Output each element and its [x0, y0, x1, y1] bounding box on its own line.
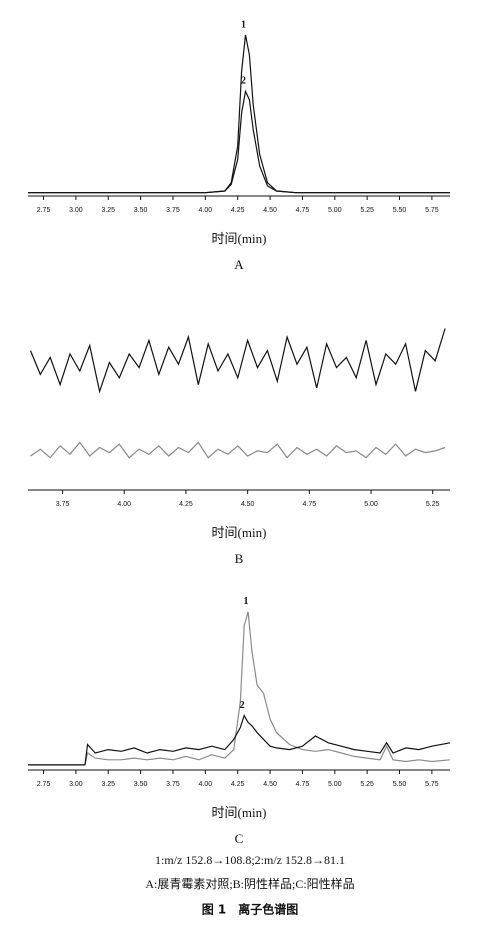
- trace: [28, 34, 450, 194]
- x-tick-label: 5.50: [393, 207, 407, 214]
- x-tick-label: 4.75: [296, 207, 310, 214]
- trace: [28, 89, 450, 194]
- x-tick-label: 3.25: [101, 207, 115, 214]
- x-tick-label: 4.50: [263, 781, 277, 788]
- x-tick-label: 5.00: [364, 501, 378, 508]
- trace: [29, 328, 446, 394]
- x-tick-label: 5.00: [328, 781, 342, 788]
- x-tick-label: 5.25: [360, 781, 374, 788]
- x-tick-label: 4.25: [231, 781, 245, 788]
- panel-label: B: [235, 551, 244, 566]
- x-tick-label: 4.00: [117, 501, 131, 508]
- caption: A:展青霉素对照;B:阴性样品;C:阳性样品: [145, 876, 354, 891]
- panel-label: C: [235, 831, 244, 846]
- x-tick-label: 3.25: [101, 781, 115, 788]
- figure-title: 图 1 离子色谱图: [202, 902, 299, 917]
- x-tick-label: 4.00: [199, 207, 213, 214]
- trace: [28, 714, 451, 766]
- caption: 1:m/z 152.8→108.8;2:m/z 152.8→81.1: [155, 853, 345, 867]
- x-tick-label: 3.00: [69, 207, 83, 214]
- trace: [28, 611, 451, 766]
- x-tick-label: 5.75: [425, 207, 439, 214]
- peak-label: 2: [240, 700, 245, 711]
- x-tick-label: 4.50: [263, 207, 277, 214]
- x-tick-label: 2.75: [37, 207, 51, 214]
- x-tick-label: 4.25: [231, 207, 245, 214]
- x-tick-label: 3.00: [69, 781, 83, 788]
- x-tick-label: 3.50: [134, 781, 148, 788]
- x-tick-label: 4.50: [241, 501, 255, 508]
- x-tick-label: 4.75: [296, 781, 310, 788]
- x-tick-label: 5.50: [393, 781, 407, 788]
- x-axis-label: 时间(min): [212, 805, 267, 820]
- x-tick-label: 5.25: [426, 501, 440, 508]
- trace: [30, 441, 446, 459]
- x-tick-label: 4.25: [179, 501, 193, 508]
- panel-label: A: [234, 257, 244, 272]
- x-tick-label: 3.75: [56, 501, 70, 508]
- x-tick-label: 3.75: [166, 781, 180, 788]
- peak-label: 1: [241, 19, 246, 30]
- x-tick-label: 3.50: [134, 207, 148, 214]
- x-tick-label: 3.75: [166, 207, 180, 214]
- x-tick-label: 2.75: [37, 781, 51, 788]
- x-axis-label: 时间(min): [212, 231, 267, 246]
- x-tick-label: 5.75: [425, 781, 439, 788]
- x-tick-label: 5.25: [360, 207, 374, 214]
- peak-label: 1: [244, 596, 249, 607]
- x-tick-label: 5.00: [328, 207, 342, 214]
- x-axis-label: 时间(min): [212, 525, 267, 540]
- x-tick-label: 4.75: [303, 501, 317, 508]
- x-tick-label: 4.00: [199, 781, 213, 788]
- peak-label: 2: [241, 76, 246, 87]
